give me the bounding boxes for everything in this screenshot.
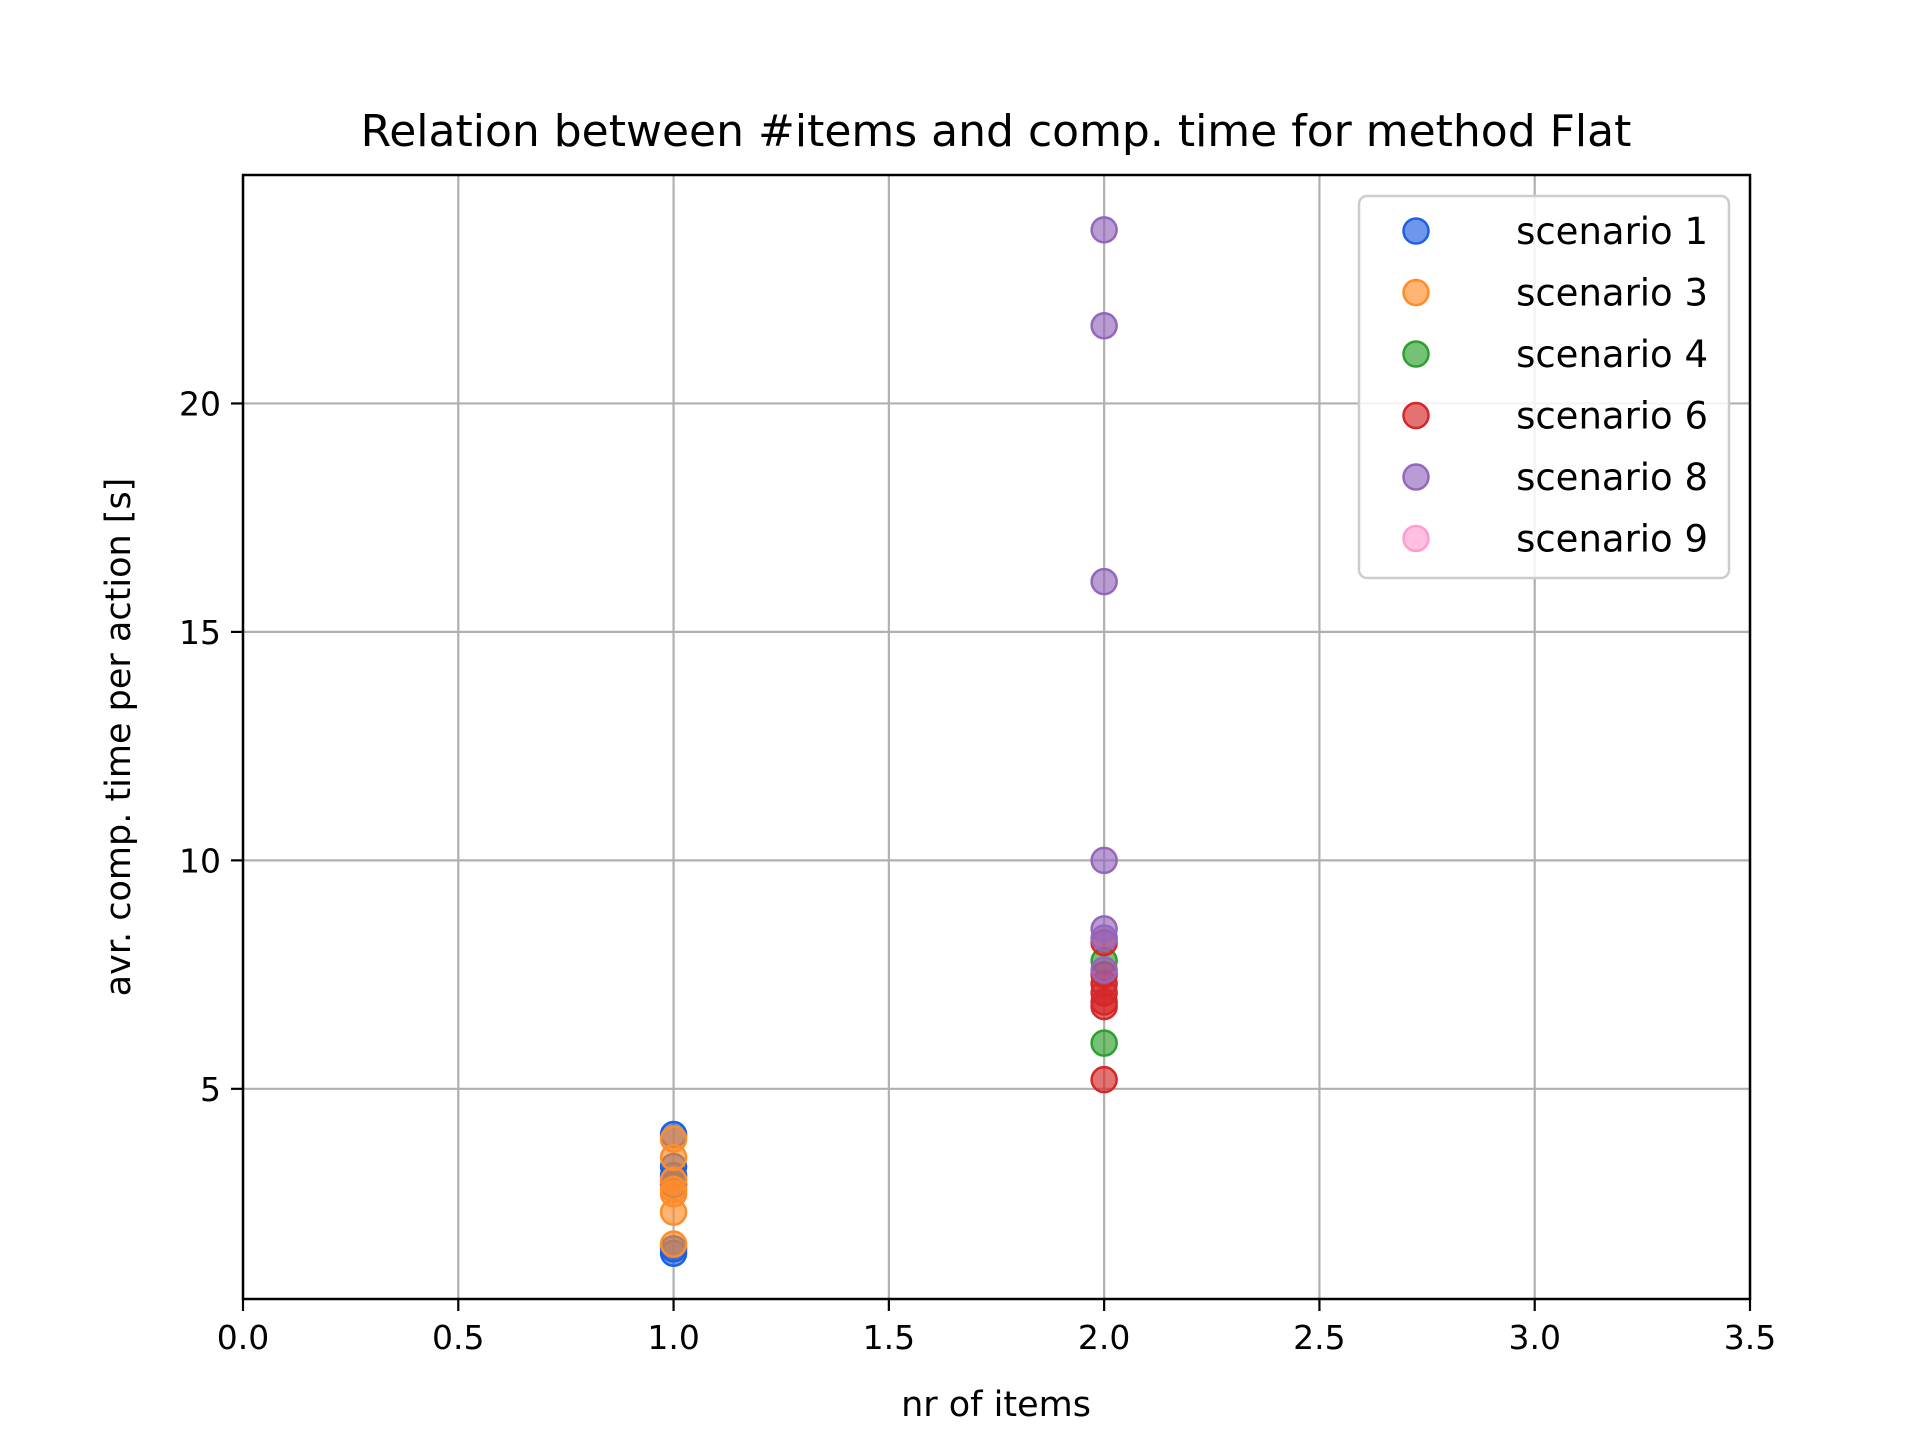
chart-title: Relation between #items and comp. time f… <box>361 106 1632 157</box>
scatter-point-scenario-8 <box>1090 846 1118 875</box>
legend-marker <box>1402 524 1430 553</box>
legend-entry-label: scenario 8 <box>1516 456 1708 499</box>
scatter-point-scenario-3 <box>659 1143 688 1172</box>
scatter-point-scenario-8 <box>1090 956 1118 984</box>
y-axis-label: avr. comp. time per action [s] <box>99 478 139 997</box>
scatter-point-scenario-4 <box>1090 1029 1118 1057</box>
scatter-point-scenario-6 <box>1090 1065 1118 1094</box>
legend: scenario 1 scenario 3 scenario 4 scenario 6… <box>1357 194 1731 580</box>
x-axis-ticks: 0.0 0.5 1.0 1.5 2.0 2.5 3.0 3.5 <box>217 1299 1776 1357</box>
scatter-point-scenario-6 <box>1090 992 1118 1021</box>
x-tick-label: 2.5 <box>1293 1318 1345 1357</box>
legend-marker <box>1402 463 1430 491</box>
y-tick-label: 20 <box>179 384 221 423</box>
legend-box <box>1357 194 1731 580</box>
y-tick-label: 10 <box>179 841 221 880</box>
scatter-point-scenario-3 <box>659 1198 688 1226</box>
x-tick-label: 3.5 <box>1724 1318 1776 1357</box>
x-tick-label: 1.5 <box>863 1318 915 1357</box>
legend-marker <box>1402 217 1430 245</box>
x-tick-label: 0.5 <box>432 1318 484 1357</box>
scatter-point-scenario-8 <box>1090 216 1118 244</box>
y-tick-label: 5 <box>200 1070 221 1109</box>
y-tick-label: 15 <box>179 613 221 652</box>
legend-marker <box>1402 340 1430 368</box>
legend-entry-label: scenario 4 <box>1516 333 1708 376</box>
legend-entry-label: scenario 9 <box>1516 518 1708 561</box>
legend-marker <box>1402 401 1430 430</box>
legend-marker <box>1402 278 1430 307</box>
x-tick-label: 0.0 <box>217 1318 269 1357</box>
data-points <box>659 216 1118 1268</box>
x-axis-label: nr of items <box>901 1385 1091 1425</box>
y-axis-ticks: 5 10 15 20 <box>179 384 243 1109</box>
legend-entry-label: scenario 1 <box>1516 210 1708 253</box>
legend-entry-label: scenario 3 <box>1516 272 1708 315</box>
scatter-point-scenario-8 <box>1090 924 1118 952</box>
x-tick-label: 3.0 <box>1508 1318 1560 1357</box>
scatter-point-scenario-3 <box>659 1230 688 1258</box>
scatter-point-scenario-8 <box>1090 567 1118 596</box>
legend-items: scenario 1 scenario 3 scenario 4 scenario 6… <box>1402 210 1708 561</box>
scatter-point-scenario-8 <box>1090 312 1118 340</box>
x-tick-label: 1.0 <box>647 1318 699 1357</box>
legend-entry-label: scenario 6 <box>1516 395 1708 438</box>
plot-frame <box>241 173 1752 1301</box>
x-tick-label: 2.0 <box>1078 1318 1130 1357</box>
